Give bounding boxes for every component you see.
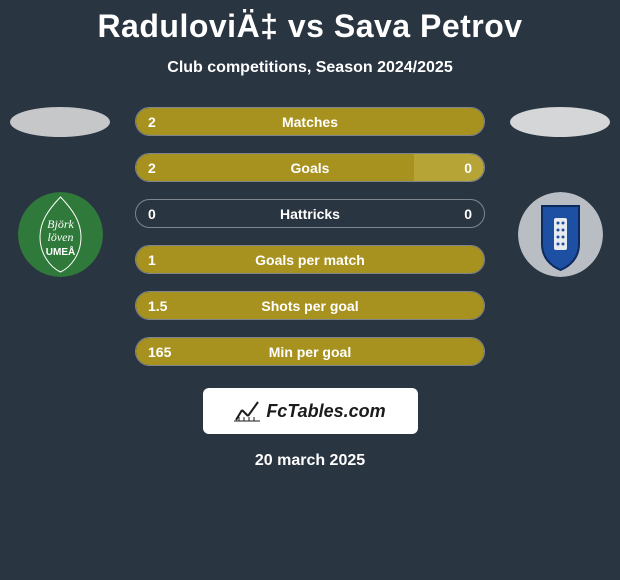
club-badge-right-icon: [518, 192, 603, 277]
stat-label: Hattricks: [136, 206, 484, 222]
subtitle: Club competitions, Season 2024/2025: [0, 59, 620, 77]
stat-label: Goals: [136, 160, 484, 176]
stat-label: Min per goal: [136, 344, 484, 360]
stat-row: 0Hattricks0: [135, 199, 485, 228]
comparison-panel: Björk löven UMEÅ 2Matches2Goals00Hattric…: [0, 107, 620, 470]
player-left-column: Björk löven UMEÅ: [10, 107, 110, 277]
stat-row: 2Goals0: [135, 153, 485, 182]
stat-row: 1Goals per match: [135, 245, 485, 274]
svg-text:Björk: Björk: [47, 217, 74, 231]
player-right-club-badge: [518, 192, 603, 277]
stat-label: Shots per goal: [136, 298, 484, 314]
player-left-club-badge: Björk löven UMEÅ: [18, 192, 103, 277]
svg-text:UMEÅ: UMEÅ: [45, 245, 74, 258]
stat-row: 1.5Shots per goal: [135, 291, 485, 320]
fctables-logo-icon: [234, 400, 260, 422]
player-left-photo-placeholder: [10, 107, 110, 137]
stat-row: 2Matches: [135, 107, 485, 136]
stat-value-right: 0: [464, 160, 472, 176]
svg-text:löven: löven: [47, 230, 73, 244]
stat-row: 165Min per goal: [135, 337, 485, 366]
club-badge-left-icon: Björk löven UMEÅ: [18, 192, 103, 277]
player-right-photo-placeholder: [510, 107, 610, 137]
fctables-label: FcTables.com: [266, 401, 385, 422]
player-right-column: [510, 107, 610, 277]
stat-value-right: 0: [464, 206, 472, 222]
date-label: 20 march 2025: [0, 452, 620, 470]
stat-label: Goals per match: [136, 252, 484, 268]
page-title: RaduloviÄ‡ vs Sava Petrov: [0, 0, 620, 45]
stat-label: Matches: [136, 114, 484, 130]
stat-rows: 2Matches2Goals00Hattricks01Goals per mat…: [135, 107, 485, 366]
fctables-watermark: FcTables.com: [203, 388, 418, 434]
